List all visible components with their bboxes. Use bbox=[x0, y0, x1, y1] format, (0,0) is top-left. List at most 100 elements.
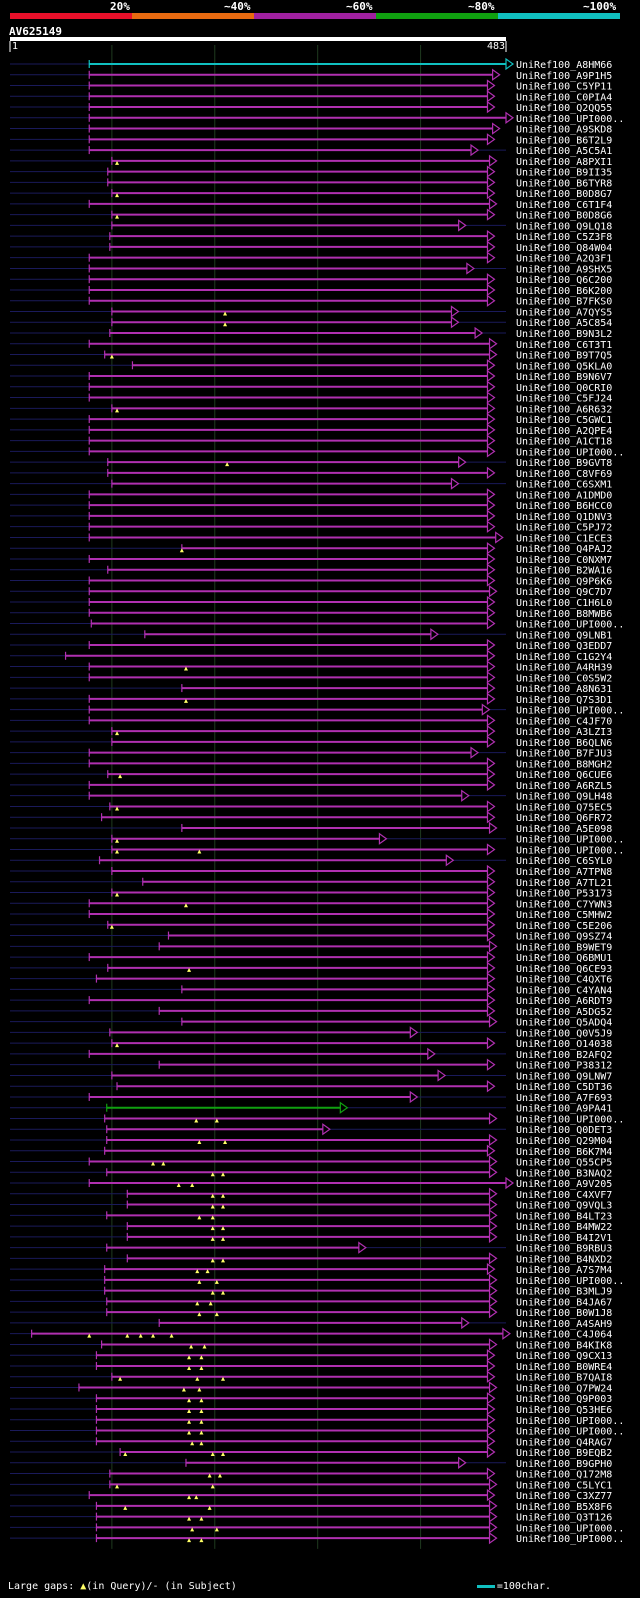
query-gap-marker bbox=[197, 1140, 202, 1144]
footer-gaps-query: (in Query)/ bbox=[86, 1581, 153, 1592]
hit-label: UniRef100_C5PJ72 bbox=[516, 523, 612, 534]
hit-end-arrow bbox=[486, 1402, 496, 1416]
hit-end-arrow bbox=[358, 1241, 367, 1254]
query-gap-marker bbox=[199, 1398, 204, 1403]
hit-end-arrow bbox=[486, 79, 496, 92]
hit-end-arrow bbox=[458, 219, 467, 232]
hit-label: UniRef100_B6T2L9 bbox=[516, 135, 612, 146]
hit-end-arrow bbox=[486, 466, 496, 480]
hit-label: UniRef100_B6K7M4 bbox=[516, 1147, 612, 1158]
hit-end-arrow bbox=[486, 1488, 496, 1502]
hit-end-arrow bbox=[486, 692, 496, 706]
hit-end-arrow bbox=[488, 1187, 498, 1200]
hit-end-arrow bbox=[488, 1531, 498, 1545]
legend-label-60: ~60% bbox=[346, 0, 373, 13]
hit-label: UniRef100_A5C854 bbox=[516, 318, 612, 329]
query-title: AV625149 bbox=[9, 25, 62, 38]
hit-end-arrow bbox=[488, 1112, 498, 1125]
hit-label: UniRef100_A9PA41 bbox=[516, 1104, 612, 1115]
query-gap-marker bbox=[221, 1204, 226, 1209]
hit-end-arrow bbox=[505, 1176, 515, 1190]
query-gap-marker bbox=[118, 1376, 123, 1381]
query-gap-marker bbox=[221, 1193, 226, 1198]
hit-end-arrow bbox=[505, 57, 515, 71]
hit-end-arrow bbox=[486, 359, 496, 372]
hit-label: UniRef100_B8MWB6 bbox=[516, 609, 612, 620]
query-gap-marker bbox=[179, 548, 184, 553]
identity-bar-segment bbox=[376, 13, 498, 19]
hit-label: UniRef100_B4I2V1 bbox=[516, 1233, 612, 1244]
hit-end-arrow bbox=[486, 897, 496, 910]
hit-end-arrow bbox=[486, 1144, 496, 1157]
query-gap-marker bbox=[109, 354, 114, 359]
hit-end-arrow bbox=[486, 283, 496, 297]
hit-label: UniRef100_UPI000.. bbox=[516, 835, 624, 846]
query-gap-marker bbox=[205, 1269, 210, 1274]
hit-label: UniRef100_B2AFQ2 bbox=[516, 1050, 612, 1061]
footer-legend: Large gaps: ▲(in Query)/- (in Subject) =1… bbox=[8, 1581, 551, 1592]
hit-label: UniRef100_C6T3T1 bbox=[516, 340, 612, 351]
query-start-label: 1 bbox=[12, 41, 19, 52]
gap-query-icon: ▲ bbox=[80, 1581, 87, 1592]
hit-end-arrow bbox=[486, 563, 496, 576]
query-gap-marker bbox=[87, 1333, 92, 1338]
hit-end-arrow bbox=[486, 617, 496, 630]
query-gap-marker bbox=[199, 1430, 204, 1435]
hit-label: UniRef100_Q0DET3 bbox=[516, 1125, 612, 1136]
hit-label: UniRef100_UPI000.. bbox=[516, 1523, 624, 1534]
query-gap-marker bbox=[194, 1495, 199, 1500]
hit-label: UniRef100_B5X8F6 bbox=[516, 1502, 612, 1513]
hit-label: UniRef100_B4MW22 bbox=[516, 1222, 612, 1233]
hit-end-arrow bbox=[486, 100, 496, 114]
hit-label: UniRef100_B4NXD2 bbox=[516, 1254, 612, 1265]
hit-label: UniRef100_A8N631 bbox=[516, 684, 612, 695]
hit-end-arrow bbox=[486, 811, 496, 824]
hit-label: UniRef100_A7TPN8 bbox=[516, 867, 612, 878]
hit-label: UniRef100_Q75EC5 bbox=[516, 802, 612, 813]
query-gap-marker bbox=[115, 838, 120, 843]
query-gap-marker bbox=[187, 1398, 192, 1403]
hit-end-arrow bbox=[486, 681, 496, 695]
hit-end-arrow bbox=[486, 434, 496, 447]
hit-label: UniRef100_C8VF69 bbox=[516, 469, 612, 480]
hit-label: UniRef100_A7F693 bbox=[516, 1093, 612, 1104]
query-gap-marker bbox=[115, 1043, 120, 1048]
query-gap-marker bbox=[115, 731, 120, 736]
hit-label: UniRef100_C0NXM7 bbox=[516, 555, 612, 566]
hit-end-arrow bbox=[488, 1198, 498, 1211]
hit-label: UniRef100_UPI000.. bbox=[516, 1416, 624, 1427]
hit-label: UniRef100_Q9P6K6 bbox=[516, 576, 612, 587]
hit-end-arrow bbox=[409, 1090, 419, 1104]
query-gap-marker bbox=[190, 1527, 195, 1532]
query-gap-marker bbox=[109, 924, 114, 929]
query-gap-marker bbox=[225, 462, 230, 467]
hit-end-arrow bbox=[486, 1413, 496, 1426]
hit-label: UniRef100_Q84W04 bbox=[516, 243, 612, 254]
query-gap-marker bbox=[207, 1505, 212, 1510]
hit-label: UniRef100_A4SAH9 bbox=[516, 1319, 612, 1330]
hit-end-arrow bbox=[492, 122, 501, 135]
hit-label: UniRef100_Q6CUE6 bbox=[516, 770, 612, 781]
query-gap-marker bbox=[221, 1258, 226, 1263]
hit-label: UniRef100_Q6C200 bbox=[516, 275, 612, 286]
query-gap-marker bbox=[221, 1226, 226, 1231]
hit-end-arrow bbox=[486, 1080, 496, 1093]
hit-label: UniRef100_Q55CP5 bbox=[516, 1158, 612, 1169]
hit-label: UniRef100_Q1DNV3 bbox=[516, 512, 612, 523]
hit-label: UniRef100_Q9SZ74 bbox=[516, 932, 612, 943]
query-gap-marker bbox=[223, 1140, 228, 1144]
hit-label: UniRef100_C3XZ77 bbox=[516, 1491, 612, 1502]
hit-end-arrow bbox=[486, 423, 496, 437]
query-gap-marker bbox=[210, 1172, 215, 1177]
hit-label: UniRef100_A5C5A1 bbox=[516, 146, 612, 157]
hit-label: UniRef100_A8HM66 bbox=[516, 60, 612, 71]
hit-label: UniRef100_B8MGH2 bbox=[516, 759, 612, 770]
query-gap-marker bbox=[115, 160, 120, 165]
hit-end-arrow bbox=[488, 154, 498, 168]
hit-label: UniRef100_B4LT23 bbox=[516, 1211, 612, 1222]
hit-label: UniRef100_A1DMD0 bbox=[516, 490, 612, 501]
query-gap-marker bbox=[151, 1333, 156, 1338]
hit-label: UniRef100_B0WRE4 bbox=[516, 1362, 612, 1373]
hit-label: UniRef100_C4YAN4 bbox=[516, 985, 612, 996]
